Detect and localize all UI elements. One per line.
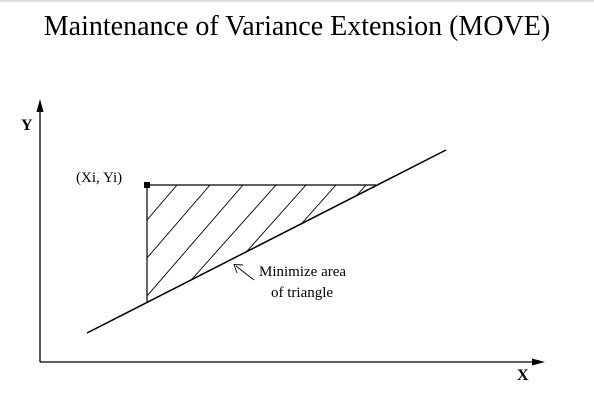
slide-title: Maintenance of Variance Extension (MOVE) <box>43 11 551 42</box>
annotation-arrow <box>235 265 255 281</box>
annotation-line-1: Minimize area <box>259 264 346 280</box>
x-axis-label: X <box>517 367 529 384</box>
fitted-line <box>86 149 447 334</box>
y-axis-arrowhead <box>36 99 44 112</box>
annotation-arrowhead <box>233 264 244 274</box>
data-point-marker <box>144 182 150 188</box>
annotation-line-2: of triangle <box>271 285 333 301</box>
y-axis-label: Y <box>21 117 33 134</box>
x-axis-arrowhead <box>532 358 545 366</box>
point-label: (Xi, Yi) <box>76 170 122 186</box>
top-edge-shadow <box>0 0 594 3</box>
